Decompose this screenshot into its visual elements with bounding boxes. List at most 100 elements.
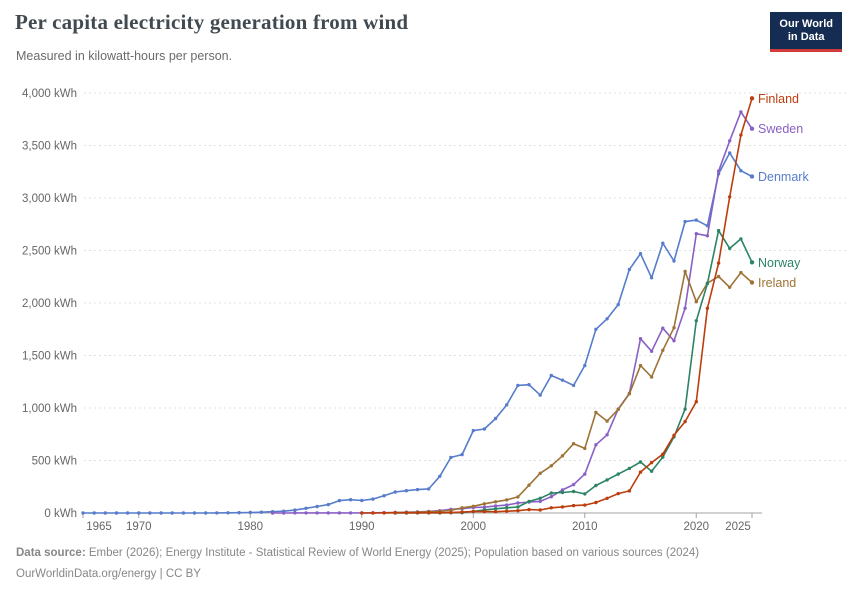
series-point-sweden: [705, 234, 710, 238]
series-point-norway: [661, 455, 665, 459]
series-point-denmark: [449, 455, 453, 460]
series-point-norway: [516, 505, 520, 509]
series-point-sweden: [348, 511, 353, 515]
series-point-denmark: [605, 317, 609, 321]
series-label-finland[interactable]: Finland: [758, 92, 799, 106]
series-point-ireland: [616, 407, 620, 412]
series-point-norway: [739, 237, 743, 241]
series-point-denmark: [360, 498, 364, 503]
series-point-denmark: [382, 494, 386, 498]
y-tick-label: 4,000 kWh: [22, 88, 77, 100]
series-point-ireland: [460, 506, 464, 510]
wind-line-chart: 0 kWh 500 kWh 1,000 kWh 1,500 kWh 2,000 kWh 2…: [22, 88, 846, 533]
series-point-denmark: [493, 416, 498, 421]
series-line-denmark: [82, 152, 753, 514]
series-point-finland: [527, 507, 531, 512]
series-point-finland: [728, 195, 732, 199]
footer-link[interactable]: OurWorldinData.org/energy: [16, 568, 157, 580]
series-point-ireland: [583, 446, 587, 451]
series-point-norway: [616, 472, 620, 476]
series-point-denmark: [482, 427, 487, 431]
series-point-denmark: [471, 428, 475, 433]
series-point-denmark: [215, 511, 219, 515]
series-point-finland: [415, 511, 420, 515]
series-point-finland: [627, 489, 632, 493]
y-tick-label: 3,000 kWh: [22, 193, 77, 205]
series-point-denmark: [638, 252, 643, 256]
series-point-denmark: [583, 363, 587, 368]
series-point-finland: [538, 508, 542, 512]
series-point-finland: [649, 460, 654, 465]
series-point-finland: [549, 506, 553, 510]
series-label-norway[interactable]: Norway: [758, 256, 801, 270]
series-point-finland: [471, 509, 475, 514]
series-point-sweden: [683, 306, 687, 310]
series-point-sweden: [560, 488, 565, 492]
series-point-finland: [438, 511, 442, 515]
series-point-denmark: [627, 267, 632, 272]
y-tick-label: 2,000 kWh: [22, 298, 77, 310]
series-point-denmark: [393, 490, 397, 494]
series-label-ireland[interactable]: Ireland: [758, 276, 796, 290]
y-tick-label: 500 kWh: [32, 456, 77, 468]
series-label-sweden[interactable]: Sweden: [758, 122, 803, 136]
x-tick-label: 2010: [572, 521, 598, 533]
series-point-sweden: [304, 511, 308, 515]
series-point-denmark: [237, 511, 241, 515]
series-label-denmark[interactable]: Denmark: [758, 170, 809, 184]
series-point-finland: [482, 509, 487, 514]
series-point-denmark: [460, 452, 464, 457]
series-point-sweden: [270, 511, 275, 515]
series-point-norway: [605, 478, 609, 482]
series-point-norway: [538, 496, 542, 500]
series-point-finland: [583, 503, 587, 507]
series-point-finland: [716, 261, 721, 265]
series-point-sweden: [505, 503, 509, 507]
series-point-finland: [516, 509, 520, 513]
series-point-finland: [449, 510, 453, 515]
series-point-sweden: [605, 433, 609, 437]
series-point-finland: [460, 510, 464, 514]
series-point-finland: [694, 400, 698, 404]
series-line-finland: [360, 97, 753, 514]
x-tick-label: 1990: [349, 521, 375, 533]
series-point-sweden: [672, 339, 676, 343]
series-point-denmark: [661, 241, 665, 245]
series-point-ireland: [728, 285, 732, 289]
series-point-norway: [527, 499, 531, 504]
series-point-denmark: [549, 373, 553, 378]
series-point-ireland: [571, 442, 576, 446]
x-tick-label: 2020: [683, 521, 709, 533]
series-point-finland: [360, 511, 364, 515]
series-point-denmark: [560, 378, 565, 382]
series-point-denmark: [204, 511, 208, 515]
series-point-denmark: [125, 511, 130, 515]
series-point-denmark: [415, 487, 420, 492]
series-point-denmark: [683, 219, 687, 224]
owid-logo[interactable]: Our World in Data: [770, 12, 842, 52]
series-point-denmark: [114, 511, 119, 515]
series-point-norway: [571, 489, 576, 494]
series-point-denmark: [438, 474, 442, 478]
series-point-finland: [560, 505, 565, 509]
x-tick-label: 1980: [237, 521, 263, 533]
series-point-sweden: [571, 482, 576, 487]
series-point-denmark: [672, 259, 676, 263]
series-point-denmark: [159, 511, 163, 515]
series-point-ireland: [594, 410, 598, 415]
series-line-ireland: [383, 270, 753, 514]
series-point-sweden: [739, 110, 743, 114]
series-point-finland: [749, 96, 755, 101]
series-point-sweden: [694, 232, 698, 236]
series-point-denmark: [749, 174, 755, 179]
series-point-ireland: [749, 280, 755, 285]
series-point-norway: [705, 281, 710, 286]
series-point-sweden: [549, 495, 553, 499]
series-point-finland: [382, 511, 386, 515]
series-point-denmark: [538, 393, 542, 397]
series-line-norway: [394, 229, 753, 514]
series-point-sweden: [716, 169, 721, 173]
series-point-sweden: [493, 504, 498, 508]
page-subtitle: Measured in kilowatt-hours per person.: [16, 49, 233, 63]
